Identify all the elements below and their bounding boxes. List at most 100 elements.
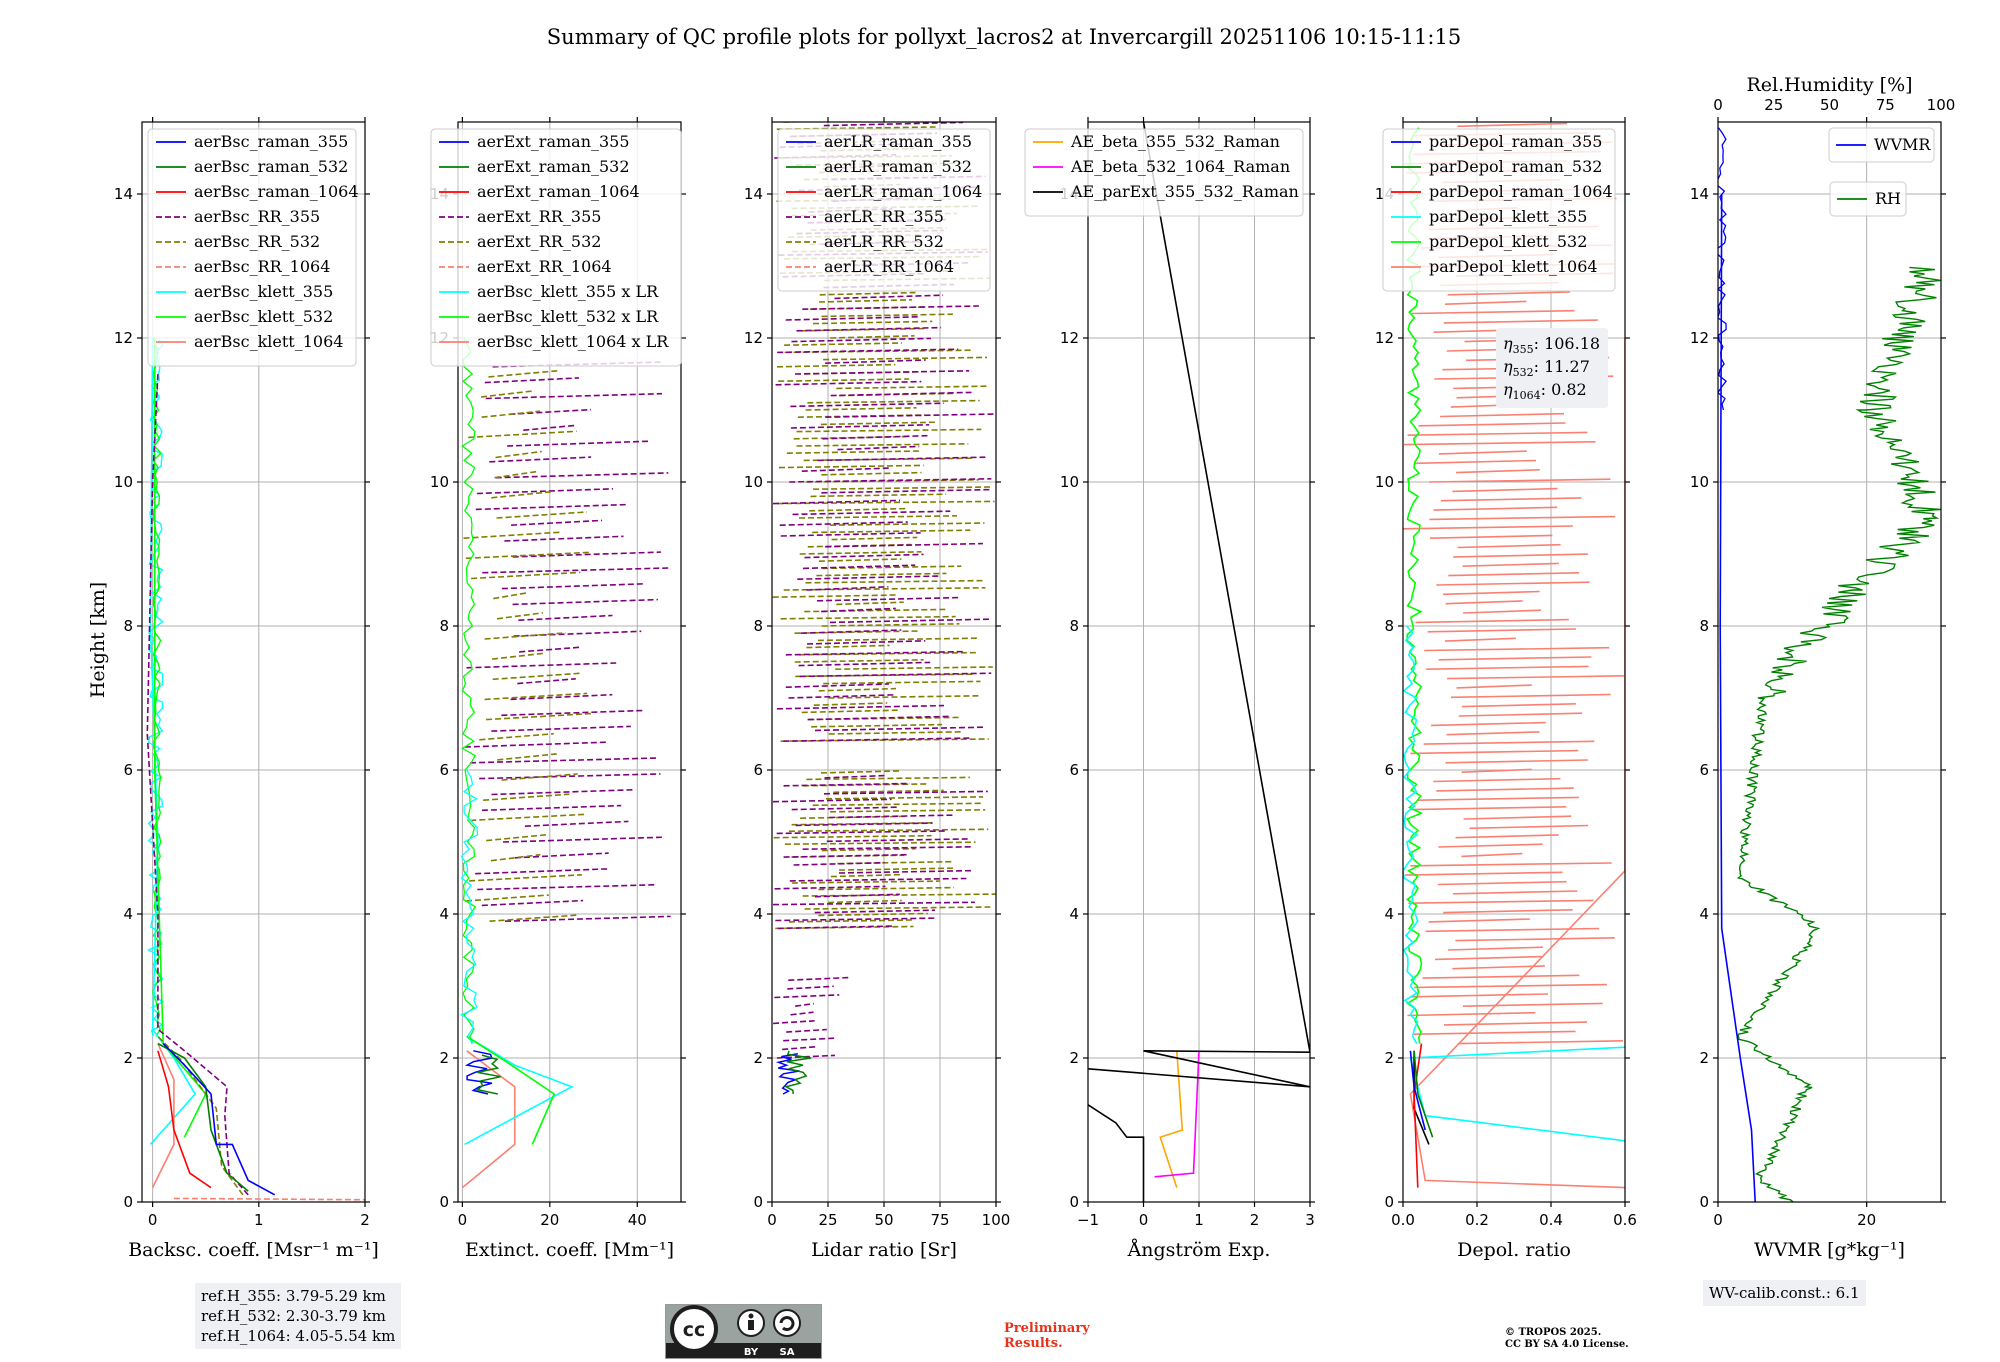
top-tick-label: 75: [1876, 96, 1895, 114]
panel-frame: [1717, 121, 1942, 1203]
cc-icon: cc BY SA: [666, 1305, 821, 1358]
y-tick-label: 0: [753, 1193, 763, 1211]
series-aerExt-RR-532: [463, 370, 592, 922]
panel-6-plot-area: [1718, 122, 1941, 1202]
x-tick-label: 100: [982, 1211, 1011, 1229]
y-tick-label: 4: [1384, 905, 1394, 923]
series-WVMR-upper: [1718, 127, 1728, 411]
legend-label: AE_parExt_355_532_Raman: [1070, 182, 1299, 201]
y-tick-label: 10: [114, 473, 133, 491]
legend-label: AE_beta_355_532_Raman: [1070, 132, 1280, 151]
legend-label: parDepol_klett_532: [1429, 232, 1587, 251]
y-tick-label: 14: [744, 185, 763, 203]
panel-2: 0246810121402040Extinct. coeff. [Mm⁻¹]ae…: [430, 117, 686, 1261]
panels-group: 0 2 4 6 8 10 12 14 0 1 2 Backsc. coeff. [Msr⁻¹ m⁻¹]…: [114, 74, 1955, 1261]
y-tick-label: 2: [439, 1049, 449, 1067]
legend-label: AE_beta_532_1064_Raman: [1070, 157, 1290, 176]
preliminary-line-2: Results.: [1004, 1336, 1063, 1351]
legend-box: [430, 128, 682, 367]
x-tick-label: 2: [1250, 1211, 1260, 1229]
x-tick-label: 40: [628, 1211, 647, 1229]
series-aerBsc-RR-1064: [173, 1197, 365, 1201]
ref-height-1064: ref.H_1064: 4.05-5.54 km: [201, 1327, 396, 1345]
series-aerBsc-klett-355: [149, 337, 197, 1145]
legend-panel-1: aerBsc_raman_355 aerBsc_raman_532 aerBsc_r…: [147, 128, 359, 367]
y-tick-label: 14: [1690, 185, 1709, 203]
series-aerBsc-klett-532-x-LR: [466, 1035, 556, 1145]
legend-label: parDepol_raman_532: [1429, 157, 1602, 176]
legend-label: aerExt_RR_1064: [477, 257, 612, 276]
series-aerExt-RR-355: [464, 361, 671, 922]
y-tick-label: 8: [1699, 617, 1709, 635]
legend-box: [147, 128, 357, 367]
series-aerLR-raman-532: [784, 1050, 812, 1095]
y-tick-label: 0: [1384, 1193, 1394, 1211]
legend-label: aerBsc_klett_1064 x LR: [477, 332, 669, 351]
y-tick-label: 12: [1375, 329, 1394, 347]
y-tick-label: 4: [1699, 905, 1709, 923]
x-tick-label: 2: [360, 1211, 370, 1229]
series-AE-parExt-low: [1088, 1104, 1145, 1202]
legend-label: RH: [1875, 189, 1901, 208]
svg-text:cc: cc: [683, 1319, 706, 1341]
y-tick-label: 2: [123, 1049, 133, 1067]
top-tick-label: 100: [1927, 96, 1956, 114]
y-tick-label: 4: [753, 905, 763, 923]
series-aerBsc-raman-355: [162, 1043, 276, 1196]
top-axis-label: Rel.Humidity [%]: [1746, 74, 1912, 96]
eta-355: η355: 106.18: [1503, 334, 1600, 356]
x-axis-label: Extinct. coeff. [Mm⁻¹]: [465, 1239, 674, 1261]
legend-label: aerLR_raman_532: [824, 157, 972, 176]
y-tick-label: 6: [123, 761, 133, 779]
panel-frame: [1402, 121, 1626, 1203]
ref-height-532: ref.H_532: 2.30-3.79 km: [201, 1307, 386, 1325]
legend-label: aerExt_RR_355: [477, 207, 601, 226]
series-aerBsc-raman-1064: [157, 1050, 212, 1189]
y-tick-label: 12: [1690, 329, 1709, 347]
ref-height-355: ref.H_355: 3.79-5.29 km: [201, 1287, 386, 1305]
y-tick-label: 0: [1699, 1193, 1709, 1211]
legend-label: aerLR_RR_532: [824, 232, 944, 251]
copyright-line-2: CC BY SA 4.0 License.: [1505, 1339, 1629, 1350]
copyright-note: © TROPOS 2025. CC BY SA 4.0 License.: [1505, 1327, 1629, 1351]
legend-panel-2: aerExt_raman_355 aerExt_raman_532 aerExt_r…: [430, 128, 682, 367]
top-tick-label: 50: [1820, 96, 1839, 114]
series-parDepol-raman-532: [1413, 1050, 1434, 1138]
legend-label: parDepol_raman_355: [1429, 132, 1602, 151]
series-aerLR-RR-355-low: [773, 976, 849, 1059]
y-tick-label: 0: [1069, 1193, 1079, 1211]
y-tick-label: 10: [744, 473, 763, 491]
legend-label: WVMR: [1874, 135, 1931, 154]
x-axis-label: Backsc. coeff. [Msr⁻¹ m⁻¹]: [128, 1239, 379, 1261]
series-AE-beta-355-532: [1159, 1050, 1184, 1188]
series-AE-beta-532-1064: [1154, 1050, 1200, 1178]
legend-label: aerBsc_raman_532: [194, 157, 348, 176]
panel-6: 0 2 4 6 8 10 12 14 0 20 WVMR [g*kg⁻¹] 0 25 50 75 100 Rel…: [1690, 74, 1955, 1261]
preliminary-note: Preliminary Results.: [1004, 1321, 1090, 1351]
x-tick-label: 0.0: [1391, 1211, 1415, 1229]
y-tick-label: 0: [439, 1193, 449, 1211]
x-axis-label: WVMR [g*kg⁻¹]: [1754, 1239, 1905, 1261]
panel-frame: [457, 121, 682, 1203]
series-aerBsc-RR-355: [146, 373, 249, 1196]
y-axis-label: Height [km]: [87, 582, 109, 698]
y-tick-label: 12: [1060, 329, 1079, 347]
y-tick-label: 2: [1699, 1049, 1709, 1067]
y-tick-label: 6: [753, 761, 763, 779]
y-tick-label: 4: [123, 905, 133, 923]
y-tick-label: 10: [1375, 473, 1394, 491]
copyright-line-1: © TROPOS 2025.: [1505, 1327, 1602, 1338]
wv-calib-box: WV-calib.const.: 6.1: [1703, 1280, 1866, 1306]
y-tick-label: 10: [430, 473, 449, 491]
series-parDepol-klett-355-upper: [1403, 625, 1419, 1044]
y-tick-label: 6: [1699, 761, 1709, 779]
legend-box: [1828, 127, 1935, 163]
y-tick-label: 12: [744, 329, 763, 347]
series-aerBsc-klett-355-upper: [147, 339, 165, 1037]
top-tick-label: 25: [1764, 96, 1783, 114]
top-tick-label: 0: [1713, 96, 1723, 114]
x-axis-label: Lidar ratio [Sr]: [811, 1239, 957, 1261]
y-tick-label: 0: [123, 1193, 133, 1211]
